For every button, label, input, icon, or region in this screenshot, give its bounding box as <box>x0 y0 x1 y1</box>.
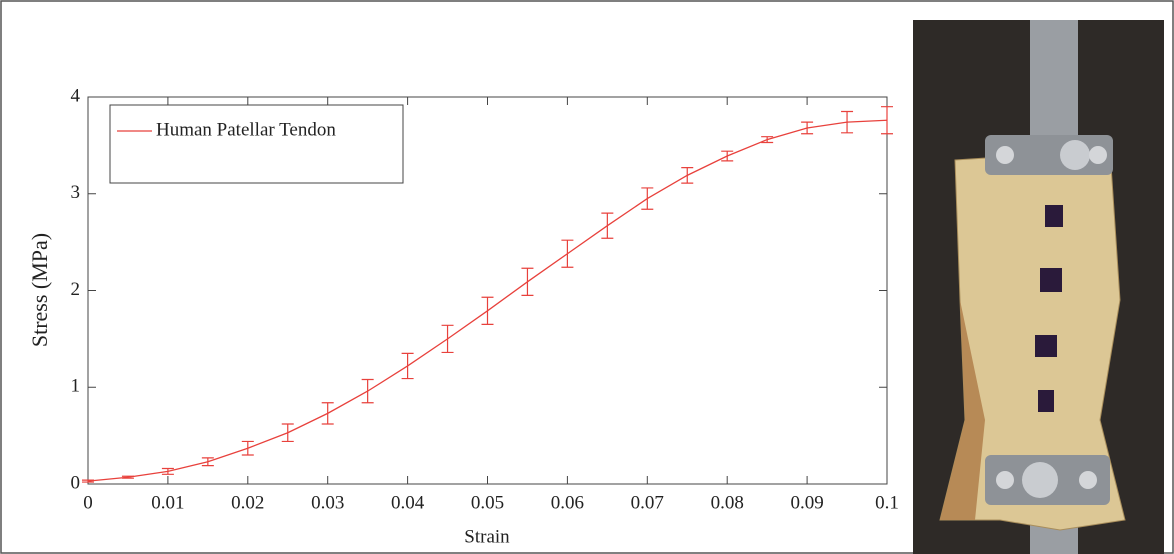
error-bar <box>161 467 174 475</box>
error-bar <box>121 475 134 479</box>
error-bar <box>561 239 574 268</box>
error-bar <box>721 150 734 162</box>
y-tick-label: 0 <box>71 472 81 493</box>
error-bar <box>401 352 414 380</box>
error-bar <box>881 106 893 135</box>
error-bar <box>521 267 534 296</box>
error-bar <box>321 402 334 425</box>
x-tick-label: 0.06 <box>551 492 584 513</box>
x-tick-label: 0.01 <box>151 492 184 513</box>
y-tick-label: 2 <box>71 279 81 300</box>
x-axis-label: Strain <box>464 526 510 547</box>
error-bar <box>281 423 294 443</box>
error-bar <box>82 479 94 483</box>
y-tick-label: 3 <box>71 182 81 203</box>
error-bar <box>201 457 214 467</box>
error-bar <box>601 212 614 239</box>
y-tick-label: 1 <box>71 376 81 397</box>
x-tick-label: 0.1 <box>875 492 899 513</box>
specimen-photo <box>913 20 1164 554</box>
error-bar <box>681 167 694 184</box>
error-bar <box>841 110 854 134</box>
x-tick-label: 0.08 <box>711 492 744 513</box>
legend-label: Human Patellar Tendon <box>156 119 336 140</box>
y-tick-label: 4 <box>71 85 81 106</box>
x-tick-label: 0 <box>83 492 93 513</box>
x-tick-label: 0.04 <box>391 492 425 513</box>
error-bar <box>241 440 254 456</box>
legend-box <box>109 104 404 184</box>
error-bar <box>441 324 454 354</box>
error-bar <box>481 296 494 325</box>
error-bar <box>801 121 814 135</box>
x-tick-label: 0.03 <box>311 492 344 513</box>
y-axis-label: Stress (MPa) <box>27 233 52 347</box>
x-tick-label: 0.09 <box>790 492 823 513</box>
error-bar <box>761 136 774 144</box>
error-bar <box>361 378 374 404</box>
x-tick-label: 0.07 <box>631 492 664 513</box>
error-bar <box>641 187 654 210</box>
x-tick-label: 0.05 <box>471 492 504 513</box>
x-tick-label: 0.02 <box>231 492 264 513</box>
